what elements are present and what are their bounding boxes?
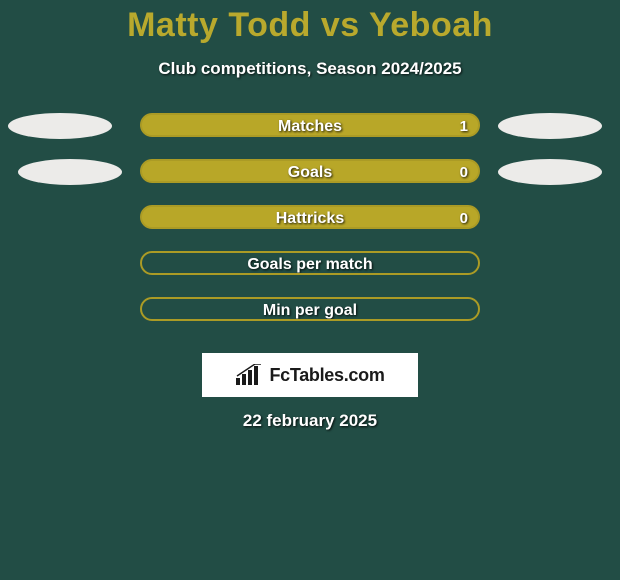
stat-bar: Hattricks0 bbox=[140, 205, 480, 229]
stat-row: Goals0 bbox=[0, 159, 620, 205]
player-left-marker bbox=[8, 113, 112, 139]
stat-rows: Matches1 Goals0 Hattricks0 Goals per match M… bbox=[0, 113, 620, 343]
logo-text: FcTables.com bbox=[269, 365, 384, 386]
bars-icon bbox=[235, 364, 263, 386]
stat-row: Matches1 bbox=[0, 113, 620, 159]
stat-row: Hattricks0 bbox=[0, 205, 620, 251]
date-text: 22 february 2025 bbox=[0, 411, 620, 431]
player-right-marker bbox=[498, 113, 602, 139]
stat-row: Goals per match bbox=[0, 251, 620, 297]
stat-label: Min per goal bbox=[142, 299, 478, 321]
stat-bar-track: Matches1 bbox=[140, 113, 480, 137]
stat-bar: Matches1 bbox=[140, 113, 480, 137]
stat-bar: Goals0 bbox=[140, 159, 480, 183]
stat-bar: Min per goal bbox=[140, 297, 480, 321]
stat-bar-track: Min per goal bbox=[140, 297, 480, 321]
stat-bar: Goals per match bbox=[140, 251, 480, 275]
stat-row: Min per goal bbox=[0, 297, 620, 343]
stat-bar-fill-right bbox=[142, 161, 478, 181]
stat-label: Goals per match bbox=[142, 253, 478, 275]
comparison-infographic: Matty Todd vs Yeboah Club competitions, … bbox=[0, 0, 620, 580]
page-subtitle: Club competitions, Season 2024/2025 bbox=[0, 59, 620, 79]
stat-bar-track: Hattricks0 bbox=[140, 205, 480, 229]
stat-bar-fill-right bbox=[142, 207, 478, 227]
stat-bar-track: Goals0 bbox=[140, 159, 480, 183]
player-right-marker bbox=[498, 159, 602, 185]
page-title: Matty Todd vs Yeboah bbox=[0, 6, 620, 45]
logo-box: FcTables.com bbox=[202, 353, 418, 397]
stat-bar-track: Goals per match bbox=[140, 251, 480, 275]
player-left-marker bbox=[18, 159, 122, 185]
stat-bar-fill-right bbox=[142, 115, 478, 135]
